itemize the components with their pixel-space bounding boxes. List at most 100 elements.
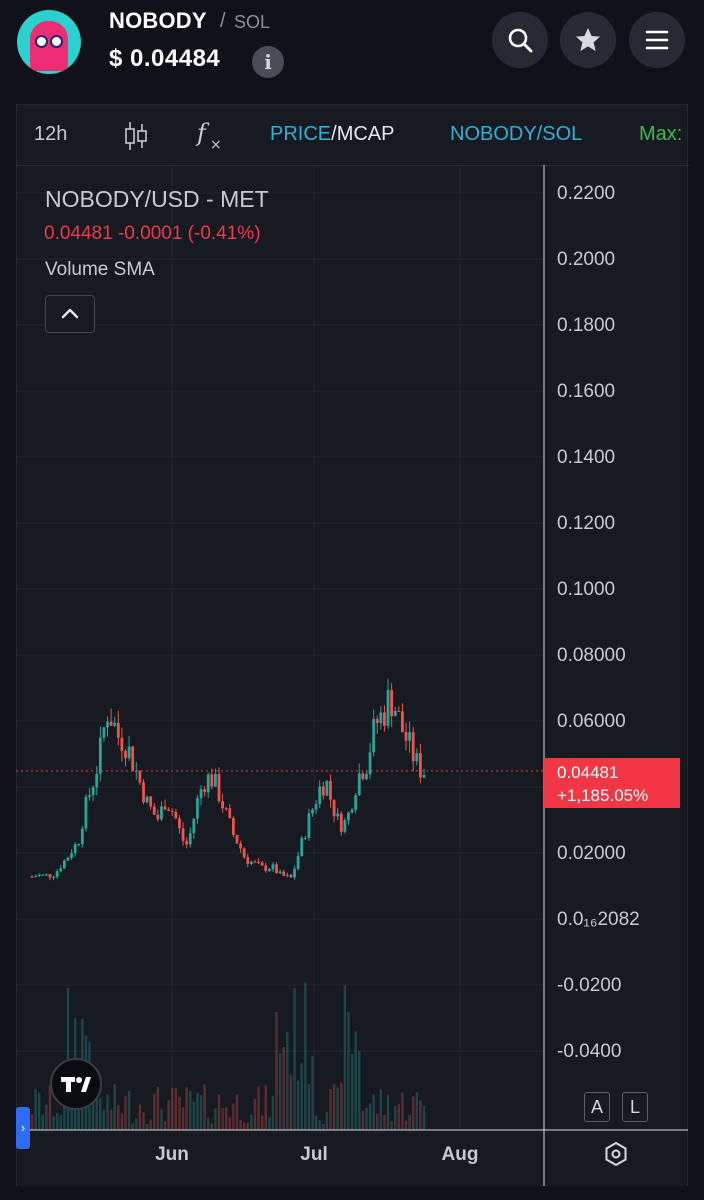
- search-button[interactable]: [492, 12, 548, 68]
- price-tick-label: 0.2200: [557, 183, 615, 204]
- volume-bar: [142, 1112, 145, 1130]
- candle-body: [267, 869, 271, 871]
- candle-body: [365, 774, 368, 780]
- volume-bar: [99, 1098, 102, 1130]
- volume-bar: [153, 1093, 156, 1130]
- candle-body: [282, 871, 286, 876]
- pair-selector[interactable]: NOBODY/SOL: [450, 123, 583, 145]
- interval-selector[interactable]: 12h: [34, 123, 68, 145]
- volume-bar: [160, 1109, 163, 1130]
- candle-body: [192, 818, 196, 834]
- candle-body: [88, 795, 91, 797]
- candle-body: [257, 861, 260, 863]
- volume-bar: [178, 1096, 181, 1130]
- menu-icon: [645, 30, 669, 50]
- time-tick-label: Jun: [155, 1144, 189, 1165]
- log-scale-button[interactable]: L: [622, 1092, 648, 1122]
- svg-text:f: f: [195, 119, 210, 147]
- collapse-legend-button[interactable]: [45, 295, 95, 333]
- volume-bar: [52, 1116, 55, 1130]
- candle-body: [404, 732, 408, 741]
- candle-body: [174, 811, 178, 819]
- candle-body: [275, 864, 278, 874]
- candle-body: [106, 721, 109, 728]
- volume-bar: [120, 1113, 124, 1130]
- favorite-button[interactable]: [560, 12, 616, 68]
- chart-panel: 12h f × PRICE/MCAP NOBODY/SOL Max:: [16, 104, 689, 1200]
- volume-bar: [386, 1094, 390, 1130]
- candle-body: [206, 774, 210, 793]
- volume-bar: [124, 1096, 127, 1130]
- volume-bar: [37, 1092, 41, 1130]
- volume-bar: [181, 1107, 185, 1130]
- toggle-separator: /: [331, 123, 337, 145]
- volume-bar: [30, 1114, 34, 1130]
- volume-bar: [390, 1121, 393, 1130]
- candle-body: [160, 806, 163, 820]
- price-tick-label: 0.1400: [557, 447, 615, 468]
- fx-icon[interactable]: f ×: [195, 119, 225, 153]
- candle-body: [361, 773, 365, 780]
- volume-bar: [347, 1012, 350, 1130]
- candle-body: [325, 781, 329, 796]
- price-mcap-toggle[interactable]: PRICE/MCAP: [270, 123, 394, 146]
- menu-button[interactable]: [629, 12, 685, 68]
- time-tick-label: Jul: [300, 1144, 327, 1165]
- candle-body: [264, 865, 268, 871]
- settings-icon[interactable]: [602, 1140, 630, 1168]
- candle-body: [271, 864, 275, 870]
- ohlc-quote: 0.04481 -0.0001 (-0.41%): [44, 223, 261, 244]
- candle-body: [116, 722, 120, 738]
- price-tick-label: 0.1200: [557, 513, 615, 534]
- price-tick-label: -0.0400: [557, 1041, 621, 1062]
- candle-body: [318, 786, 322, 805]
- volume-bar: [289, 1074, 293, 1130]
- candle-body: [48, 874, 52, 878]
- candle-body: [393, 710, 397, 717]
- candle-body: [311, 809, 314, 814]
- time-axis[interactable]: Jun Jul Aug: [155, 1144, 478, 1165]
- info-icon[interactable]: i: [252, 46, 284, 78]
- candle-body: [34, 876, 37, 878]
- volume-bar: [131, 1123, 134, 1130]
- candle-body: [188, 833, 192, 845]
- volume-bar: [365, 1107, 368, 1130]
- candle-body: [80, 828, 84, 845]
- candle-body: [62, 860, 66, 869]
- pair-quote: SOL: [234, 12, 271, 32]
- candle-body: [354, 795, 358, 810]
- volume-bar: [271, 1095, 275, 1130]
- candle-body: [307, 813, 311, 838]
- side-panel-toggle[interactable]: ›: [16, 1107, 30, 1149]
- candle-body: [419, 753, 422, 778]
- candle-body: [231, 818, 235, 835]
- candle-body: [422, 775, 426, 778]
- volume-bar: [383, 1115, 386, 1130]
- candle-body: [37, 874, 41, 877]
- volume-bar: [163, 1121, 167, 1130]
- candle-body: [314, 804, 318, 810]
- price-option[interactable]: PRICE: [270, 123, 332, 145]
- auto-scale-button[interactable]: A: [584, 1092, 610, 1122]
- price-axis[interactable]: 0.2200 0.2000 0.1800 0.1600 0.1400 0.1200 0.10…: [557, 183, 640, 1062]
- candle-body: [196, 798, 199, 819]
- candle-body: [152, 806, 156, 815]
- price-tick-label: 0.06000: [557, 711, 626, 732]
- price-chart[interactable]: 0.2200 0.2000 0.1800 0.1600 0.1400 0.1200 0.10…: [16, 165, 688, 1186]
- chart-toolbar: 12h f × PRICE/MCAP NOBODY/SOL Max:: [17, 105, 689, 166]
- volume-bar: [228, 1117, 231, 1130]
- candle-body: [185, 840, 189, 845]
- volume-bar: [282, 1047, 285, 1130]
- candle-body: [142, 782, 145, 803]
- candlestick-icon[interactable]: [123, 120, 149, 152]
- volume-bar: [304, 982, 307, 1130]
- mcap-option[interactable]: MCAP: [336, 123, 395, 145]
- volume-bar: [318, 1120, 321, 1130]
- tradingview-logo[interactable]: [50, 1058, 102, 1110]
- candle-body: [242, 848, 246, 858]
- candle-body: [285, 874, 289, 876]
- volume-bar: [278, 1053, 282, 1130]
- max-label[interactable]: Max:: [639, 123, 683, 145]
- candle-body: [401, 711, 404, 733]
- volume-bar: [257, 1086, 260, 1130]
